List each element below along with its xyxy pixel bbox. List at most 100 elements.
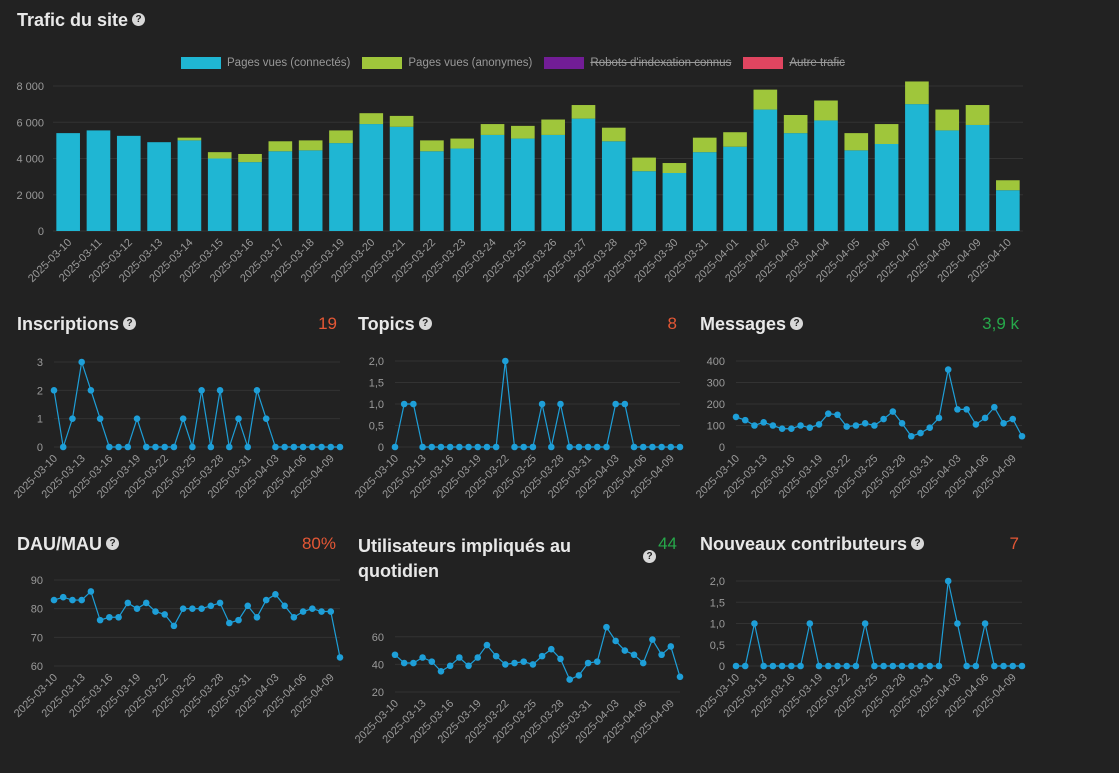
help-icon[interactable]: ? [123,316,137,330]
data-point [142,443,150,451]
y-tick-label: 40 [372,659,384,671]
bar-logged-in [996,190,1020,231]
data-point [207,443,215,451]
inscriptions-chart: 01232025-03-102025-03-132025-03-162025-0… [12,357,344,501]
bar-anonymous [965,105,990,125]
y-tick-label: 2 [37,385,43,397]
data-point [529,443,537,451]
data-point [299,608,307,615]
data-point [954,620,961,627]
data-point [981,414,989,422]
bar-logged-in [692,152,717,231]
y-tick-label: 90 [31,575,43,587]
legend-label: Autre trafic [789,57,845,69]
data-point [926,424,934,431]
data-point [225,443,233,451]
data-point [152,443,159,451]
data-point [788,662,795,670]
bar-logged-in [874,144,899,231]
legend-label: Robots d'indexation connus [590,57,732,69]
help-icon[interactable]: ? [106,536,119,550]
data-point [520,658,528,665]
data-point [584,659,592,667]
bar-logged-in [86,130,111,231]
legend-item-anonymous[interactable]: Pages vues (anonymes) [362,57,532,69]
data-point [492,443,500,451]
data-point [290,613,298,621]
data-point [465,662,472,670]
bar-logged-in [56,133,80,231]
data-point [760,418,767,426]
y-tick-label: 8 000 [16,81,44,93]
bar-logged-in [541,134,565,231]
data-point [639,659,647,667]
legend-item-crawlers[interactable]: Robots d'indexation connus [544,57,731,69]
data-point [465,443,472,451]
data-point [446,443,454,451]
data-point [797,422,804,429]
data-point [972,662,980,670]
data-point [649,443,656,451]
help-icon[interactable]: ? [911,536,925,550]
bar-logged-in [420,151,444,231]
data-point [1009,662,1017,670]
data-point [474,654,482,661]
data-point [760,662,767,670]
data-point [566,443,573,451]
data-point [336,443,344,451]
bar-anonymous [329,130,353,144]
data-point [59,593,67,601]
data-point [78,596,85,604]
help-icon[interactable]: ? [418,316,432,330]
help-icon[interactable]: ? [790,316,804,330]
engaged-chart: 2040602025-03-102025-03-132025-03-162025… [353,623,684,746]
y-tick-label: 6 000 [16,117,44,129]
y-tick-label: 1,0 [710,619,725,631]
data-point [327,608,335,615]
legend-swatch [743,57,784,69]
data-point [612,400,619,408]
help-icon[interactable]: ? [643,550,656,563]
legend-item-logged-in[interactable]: Pages vues (connectés) [181,57,350,69]
data-point [861,620,869,627]
data-point [262,415,270,422]
y-tick-label: 20 [372,687,384,699]
bar-logged-in [662,173,687,231]
data-point [419,654,426,661]
topics-title-text: Topics [358,314,415,334]
data-point [400,659,408,667]
legend-item-other[interactable]: Autre trafic [743,57,845,69]
data-point [446,662,454,670]
data-point [676,443,684,451]
bar-logged-in [571,118,596,231]
data-point [456,443,463,451]
data-point [935,414,943,422]
data-point [815,662,823,670]
data-point [1009,415,1017,423]
help-icon[interactable]: ? [132,12,146,26]
inscriptions-title: Inscriptions? [17,314,137,335]
legend-swatch [544,57,585,69]
data-point [437,443,445,451]
data-point [244,443,252,451]
data-point [235,415,242,422]
data-point [547,443,555,451]
bar-anonymous [480,124,505,135]
bar-anonymous [692,137,717,153]
y-tick-label: 2 000 [16,190,44,202]
bar-logged-in [147,142,171,231]
data-point [511,443,518,451]
data-point [502,661,509,668]
bar-anonymous [207,152,232,159]
data-point [806,424,814,431]
data-point [161,443,169,451]
data-point [124,443,132,451]
data-point [575,443,583,451]
data-point [198,387,205,394]
messages-chart: 01002003004002025-03-102025-03-132025-03… [694,356,1026,501]
data-point [593,658,601,665]
data-point [981,620,989,627]
bar-anonymous [601,127,626,142]
y-tick-label: 0,5 [710,640,725,652]
